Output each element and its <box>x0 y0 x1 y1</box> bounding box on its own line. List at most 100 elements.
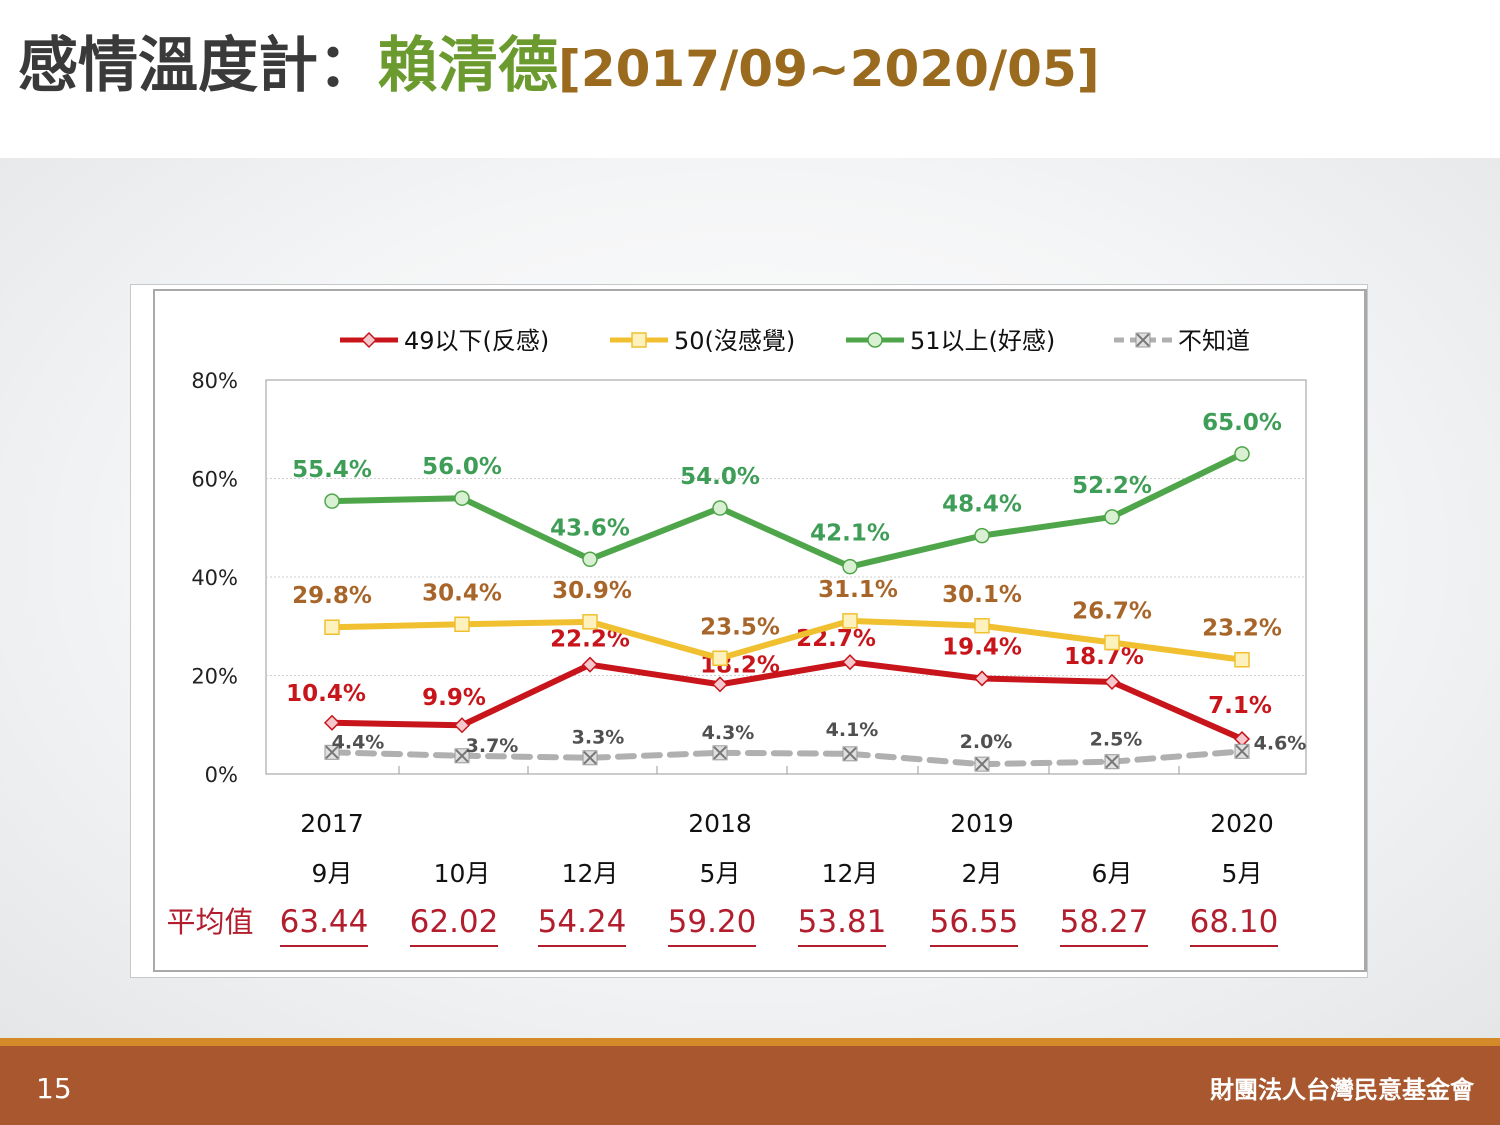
y-tick-label: 60% <box>191 468 238 492</box>
data-label: 7.1% <box>1208 693 1272 719</box>
data-point <box>711 676 729 693</box>
data-point <box>582 551 598 568</box>
y-tick-label: 0% <box>205 763 238 787</box>
footer-stripe <box>0 1038 1500 1046</box>
data-label: 2.5% <box>1090 729 1143 751</box>
data-label: 19.4% <box>942 634 1022 660</box>
x-year-label: 2020 <box>1210 809 1274 838</box>
data-point <box>973 670 991 687</box>
data-point-cross <box>1235 744 1249 759</box>
legend-marker <box>631 332 647 348</box>
footer-bar <box>0 1046 1500 1125</box>
data-point-cross <box>843 747 857 761</box>
data-label: 30.9% <box>552 578 632 604</box>
title-name: 賴清德 <box>378 31 558 101</box>
x-category-label: 9月 <box>312 859 353 888</box>
data-label: 43.6% <box>550 515 630 541</box>
data-point <box>454 616 470 633</box>
data-label: 4.1% <box>826 719 879 741</box>
x-category-label: 5月 <box>700 859 741 888</box>
data-label: 30.4% <box>422 580 502 606</box>
data-label: 29.8% <box>292 583 372 609</box>
data-label: 4.6% <box>1254 732 1307 754</box>
x-year-label: 2018 <box>688 809 752 838</box>
data-label: 23.2% <box>1202 616 1282 642</box>
data-point <box>323 714 341 731</box>
data-point <box>712 745 728 761</box>
data-label: 3.7% <box>466 735 519 757</box>
y-tick-label: 40% <box>191 566 238 590</box>
average-row-label: 平均值 <box>166 905 253 939</box>
legend-label: 51以上(好感) <box>910 327 1055 355</box>
series-line <box>329 748 1245 768</box>
data-label: 31.1% <box>818 577 898 603</box>
data-label: 4.4% <box>332 731 385 753</box>
legend-label: 50(沒感覺) <box>674 327 795 355</box>
title-bar: 感情溫度計：賴清德[2017/09~2020/05] <box>0 0 1500 158</box>
data-point <box>712 650 728 667</box>
data-label: 2.0% <box>960 731 1013 753</box>
y-tick-label: 80% <box>191 369 238 393</box>
data-point <box>1234 446 1250 462</box>
title-main: 感情溫度計： <box>18 31 378 101</box>
data-point <box>842 613 858 629</box>
data-point <box>454 748 470 764</box>
average-value: 62.02 <box>410 904 499 940</box>
legend-label: 49以下(反感) <box>404 327 549 355</box>
data-label: 52.2% <box>1072 473 1152 499</box>
data-point <box>1104 754 1120 770</box>
data-point <box>582 750 598 766</box>
average-value: 54.24 <box>538 904 627 940</box>
y-tick-label: 20% <box>191 665 238 689</box>
data-label: 26.7% <box>1072 599 1152 625</box>
data-point-cross <box>325 745 339 760</box>
x-year-label: 2017 <box>300 809 364 838</box>
line-chart: 0% 20% 40% 60% 80% 49以下(反感) 50(沒感覺) 51以上(好感) 不知道… <box>166 327 1307 947</box>
data-point <box>324 493 340 509</box>
x-category-label: 5月 <box>1222 859 1263 888</box>
data-point <box>712 500 728 516</box>
title-date-range: [2017/09~2020/05] <box>558 40 1100 98</box>
data-point <box>841 654 859 671</box>
legend-marker-cross <box>1136 333 1150 347</box>
average-value: 53.81 <box>798 904 887 940</box>
average-value: 63.44 <box>280 904 369 940</box>
legend-marker <box>867 332 883 348</box>
x-year-label: 2019 <box>950 809 1014 838</box>
data-label: 42.1% <box>810 521 890 547</box>
data-point <box>1234 743 1250 759</box>
data-label: 54.0% <box>680 464 760 490</box>
legend-marker <box>1135 332 1151 348</box>
organization-name: 財團法人台灣民意基金會 <box>1210 1076 1474 1104</box>
data-label: 18.7% <box>1064 644 1144 670</box>
data-point <box>1103 673 1121 690</box>
data-point <box>974 618 990 634</box>
chart-border <box>153 289 1367 972</box>
data-point <box>974 756 990 772</box>
x-category-label: 12月 <box>822 859 879 888</box>
data-point-cross <box>1105 754 1119 769</box>
data-point <box>324 619 340 635</box>
legend-label: 不知道 <box>1178 327 1250 355</box>
data-point <box>974 527 990 544</box>
average-value: 58.27 <box>1060 904 1149 940</box>
data-point <box>1234 651 1250 668</box>
data-point-cross <box>455 749 469 763</box>
data-label: 3.3% <box>572 727 625 749</box>
data-point <box>324 744 340 760</box>
data-label: 10.4% <box>286 681 366 707</box>
average-value: 59.20 <box>668 904 757 940</box>
data-point <box>581 656 599 673</box>
data-label: 4.3% <box>702 722 755 744</box>
legend-marker <box>360 331 378 349</box>
data-label: 30.1% <box>942 582 1022 608</box>
data-point <box>582 614 598 630</box>
series-line <box>329 659 1245 743</box>
data-label: 9.9% <box>422 685 486 711</box>
data-point <box>842 558 858 575</box>
x-category-label: 2月 <box>962 859 1003 888</box>
data-point-cross <box>583 751 597 765</box>
series-line <box>329 617 1245 663</box>
data-point <box>453 717 471 734</box>
x-category-label: 6月 <box>1092 859 1133 888</box>
